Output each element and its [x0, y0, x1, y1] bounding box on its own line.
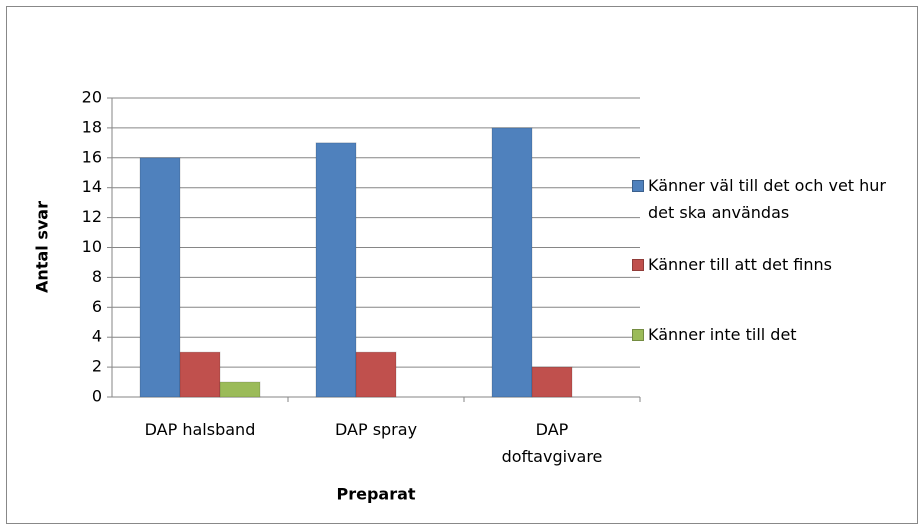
bar	[491, 127, 533, 398]
y-tick-label: 6	[92, 297, 102, 316]
legend-swatch	[632, 180, 644, 192]
legend-swatch	[632, 329, 644, 341]
legend-label: Känner väl till det och vet hur det ska …	[648, 176, 887, 222]
y-tick-label: 0	[92, 387, 102, 406]
y-tick-label: 12	[82, 207, 102, 226]
legend-swatch	[632, 259, 644, 271]
x-tick-label: DAP doftavgivare	[501, 420, 603, 466]
legend-item: Känner väl till det och vet hur det ska …	[632, 172, 902, 226]
bar	[315, 142, 357, 398]
y-tick-label: 10	[82, 237, 102, 256]
x-tick-label: DAP halsband	[144, 420, 256, 439]
legend-item: Känner inte till det	[632, 321, 902, 348]
bar	[179, 351, 221, 398]
x-axis-title: Preparat	[336, 485, 415, 504]
y-tick-label: 20	[82, 88, 102, 107]
y-tick-label: 8	[92, 267, 102, 286]
y-tick-label: 16	[82, 147, 102, 166]
x-tick-label: DAP spray	[334, 420, 418, 439]
bar	[531, 366, 573, 398]
bar	[219, 381, 261, 398]
y-tick-label: 18	[82, 117, 102, 136]
bar	[355, 351, 397, 398]
y-tick-label: 14	[82, 177, 102, 196]
y-tick-label: 2	[92, 357, 102, 376]
legend-label: Känner till att det finns	[648, 255, 832, 274]
y-axis-title: Antal svar	[33, 201, 52, 293]
legend-label: Känner inte till det	[648, 325, 797, 344]
bar	[139, 157, 181, 398]
legend-item: Känner till att det finns	[632, 251, 902, 278]
y-tick-label: 4	[92, 327, 102, 346]
